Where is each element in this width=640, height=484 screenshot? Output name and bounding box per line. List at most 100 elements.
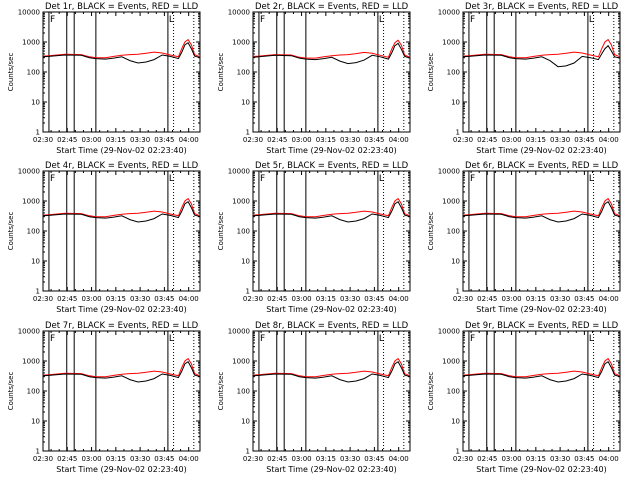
x-tick-label: 03:15 [316,455,336,463]
x-tick-label: 02:45 [267,295,287,303]
series-line-events [462,44,621,68]
x-tick-label: 02:45 [267,455,287,463]
y-tick-label: 100 [27,69,40,77]
x-tick-label: 04:00 [599,136,619,144]
chart-title: Det 9r, BLACK = Events, RED = LLD [465,321,619,331]
marker-label: F [50,15,55,25]
series-line-lld [252,357,411,378]
x-axis-label: Start Time (29-Nov-02 02:23:40) [476,146,606,155]
y-tick-label: 1000 [232,198,250,206]
y-tick-label: 1 [36,288,40,296]
y-tick-label: 1 [456,129,460,137]
x-axis-label: Start Time (29-Nov-02 02:23:40) [56,146,186,155]
marker-label: F [260,334,265,344]
y-tick-label: 100 [447,69,460,77]
marker-label: L [379,174,384,184]
y-axis-label: Counts/sec [427,372,435,411]
y-tick-label: 10000 [228,328,250,336]
series-line-lld [462,197,621,218]
x-tick-label: 03:00 [291,455,311,463]
y-tick-label: 10000 [228,9,250,17]
detector-panel: Det 2r, BLACK = Events, RED = LLD Counts/… [217,2,411,155]
y-tick-label: 100 [447,228,460,236]
x-axis-label: Start Time (29-Nov-02 02:23:40) [56,305,186,314]
x-tick-label: 03:15 [106,295,126,303]
marker-label: L [379,15,384,25]
x-tick-label: 03:15 [526,455,546,463]
y-tick-label: 100 [237,69,250,77]
x-tick-label: 02:45 [267,136,287,144]
x-tick-label: 04:00 [599,455,619,463]
x-tick-label: 03:45 [574,455,594,463]
series-line-lld [42,197,201,218]
y-tick-label: 10000 [228,168,250,176]
series-line-events [42,200,201,223]
series-line-events [42,360,201,383]
y-axis-label: Counts/sec [217,212,225,251]
marker-label: L [589,15,594,25]
x-tick-label: 03:45 [154,455,174,463]
y-tick-label: 10 [31,99,40,107]
x-tick-label: 03:30 [340,295,360,303]
y-tick-label: 100 [237,388,250,396]
marker-label: F [470,15,475,25]
x-tick-label: 03:15 [106,136,126,144]
x-tick-label: 03:15 [106,455,126,463]
y-tick-label: 1 [36,129,40,137]
chart-title: Det 8r, BLACK = Events, RED = LLD [255,321,409,331]
x-tick-label: 03:30 [130,136,150,144]
chart-title: Det 2r, BLACK = Events, RED = LLD [255,2,409,12]
x-tick-label: 02:30 [33,136,53,144]
y-tick-label: 1000 [442,39,460,47]
series-line-lld [462,357,621,378]
y-axis-label: Counts/sec [217,53,225,92]
x-tick-label: 02:30 [453,455,473,463]
series-line-events [252,360,411,383]
series-line-lld [252,39,411,59]
y-tick-label: 1000 [442,198,460,206]
y-tick-label: 1000 [22,198,40,206]
detector-panel: Det 3r, BLACK = Events, RED = LLD Counts/… [427,2,621,155]
x-tick-label: 03:15 [526,295,546,303]
x-tick-label: 03:30 [130,455,150,463]
x-tick-label: 03:15 [526,136,546,144]
x-tick-label: 04:00 [389,136,409,144]
x-tick-label: 03:00 [291,136,311,144]
x-tick-label: 03:00 [81,455,101,463]
x-tick-label: 04:00 [599,295,619,303]
detector-panel: Det 4r, BLACK = Events, RED = LLD Counts/… [7,161,201,314]
y-axis-label: Counts/sec [7,212,15,251]
x-tick-label: 03:30 [130,295,150,303]
x-tick-label: 02:30 [243,455,263,463]
y-tick-label: 10 [451,418,460,426]
x-tick-label: 03:45 [364,136,384,144]
series-line-lld [252,197,411,218]
series-line-events [462,200,621,223]
x-tick-label: 04:00 [389,455,409,463]
x-tick-label: 04:00 [179,136,199,144]
x-tick-label: 03:30 [550,136,570,144]
y-tick-label: 100 [447,388,460,396]
detector-panel: Det 6r, BLACK = Events, RED = LLD Counts/… [427,161,621,314]
x-tick-label: 03:00 [81,295,101,303]
x-tick-label: 03:15 [316,295,336,303]
x-tick-label: 02:30 [453,295,473,303]
series-line-events [252,200,411,223]
y-tick-label: 10000 [438,328,460,336]
detector-panel: Det 5r, BLACK = Events, RED = LLD Counts/… [217,161,411,314]
x-tick-label: 03:30 [340,455,360,463]
marker-label: L [169,334,174,344]
x-axis-label: Start Time (29-Nov-02 02:23:40) [266,465,396,474]
y-tick-label: 10 [31,418,40,426]
x-tick-label: 02:45 [57,455,77,463]
marker-label: F [260,15,265,25]
y-axis-label: Counts/sec [427,53,435,92]
x-tick-label: 02:30 [453,136,473,144]
y-tick-label: 100 [27,388,40,396]
y-tick-label: 10000 [18,168,40,176]
x-tick-label: 04:00 [179,455,199,463]
x-tick-label: 03:45 [154,295,174,303]
series-line-lld [462,38,621,59]
y-tick-label: 100 [237,228,250,236]
